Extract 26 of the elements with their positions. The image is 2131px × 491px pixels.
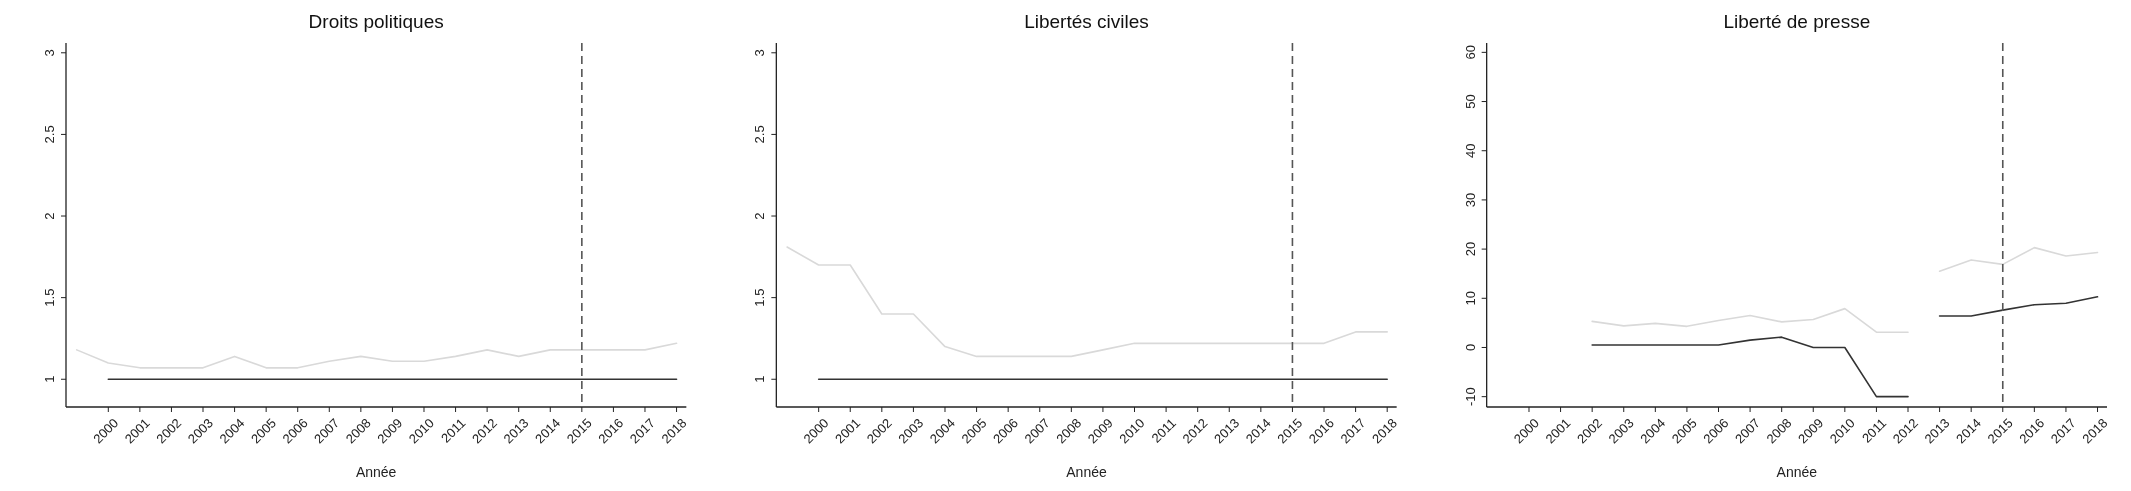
y-tick-label: 50 [1462,94,1478,109]
y-tick-label: 2.5 [42,125,57,144]
chart-title: Droits politiques [308,11,444,32]
y-tick-label: 2 [42,212,57,220]
y-tick-label: 40 [1462,143,1478,158]
line-series [75,342,678,369]
x-axis-title: Année [1776,464,1818,480]
y-tick-label: 10 [1462,291,1478,306]
y-tick-label: 1.5 [42,288,57,307]
x-axis-title: Année [355,464,397,480]
y-tick-label: -10 [1462,387,1478,407]
y-tick-label: 60 [1462,45,1478,60]
chart-title: Liberté de presse [1723,11,1871,32]
y-tick-label: 30 [1462,192,1478,208]
line-series [786,246,1388,358]
y-tick-label: 0 [1462,343,1478,352]
y-tick-label: 2.5 [752,125,768,144]
y-tick-label: 1 [752,375,768,383]
y-tick-label: 2 [752,212,768,220]
y-tick-label: 20 [1462,241,1478,257]
x-axis-title: Année [1066,464,1107,480]
y-tick-label: 1.5 [752,288,768,307]
chart-title: Libertés civiles [1024,11,1149,32]
y-tick-label: 1 [42,375,57,383]
y-tick-label: 3 [752,49,768,57]
y-tick-label: 3 [42,49,57,57]
